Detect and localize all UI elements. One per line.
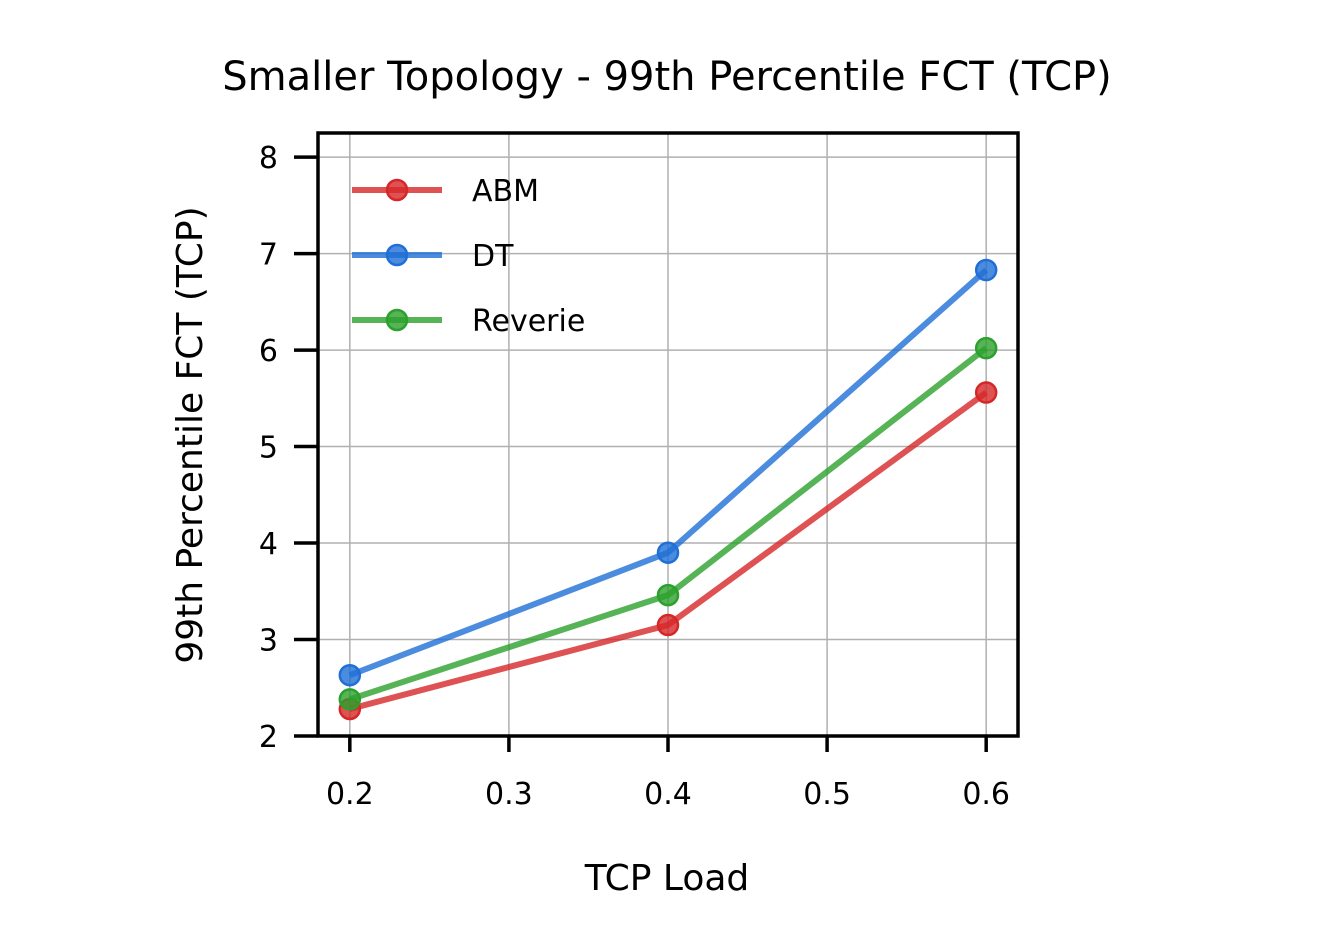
chart-title: Smaller Topology - 99th Percentile FCT (… [222,54,1112,100]
series-dt [338,258,998,687]
legend-marker-abm [385,178,409,202]
x-tick-label: 0.5 [803,777,851,812]
x-tick-label: 0.6 [962,777,1010,812]
y-tick-label: 3 [259,624,278,659]
data-point-reverie [974,336,998,360]
y-axis-label: 99th Percentile FCT (TCP) [170,206,211,663]
y-tick-label: 6 [259,334,278,369]
data-point-abm [656,613,680,637]
y-tick-label: 2 [259,720,278,755]
y-tick-label: 8 [259,141,278,176]
legend-entry-abm: ABM [352,174,539,209]
y-tick-label: 5 [259,431,278,466]
y-axis-ticks: 2 3 4 5 6 7 8 [259,141,318,755]
data-point-dt [656,541,680,564]
x-axis-ticks: 0.2 0.3 0.4 0.5 0.6 [326,736,1010,812]
y-tick-label: 4 [259,527,278,562]
legend-marker-dt [385,243,409,267]
data-point-dt [974,258,998,282]
x-tick-label: 0.4 [644,777,692,812]
data-point-reverie [338,688,362,711]
data-point-dt [338,663,362,687]
y-tick-label: 7 [259,238,278,273]
x-tick-label: 0.2 [326,777,374,812]
legend-entry-dt: DT [352,239,514,274]
legend-label-reverie: Reverie [472,304,585,339]
data-point-reverie [656,583,680,607]
series-lines [338,258,998,721]
legend-label-abm: ABM [472,174,539,209]
legend-label-dt: DT [472,239,514,274]
x-axis-label: TCP Load [584,858,750,899]
series-reverie [338,336,998,711]
legend-entry-reverie: Reverie [352,304,585,339]
legend: ABM DT Reverie [352,174,585,339]
x-tick-label: 0.3 [485,777,533,812]
data-point-abm [974,381,998,404]
legend-marker-reverie [385,308,409,332]
